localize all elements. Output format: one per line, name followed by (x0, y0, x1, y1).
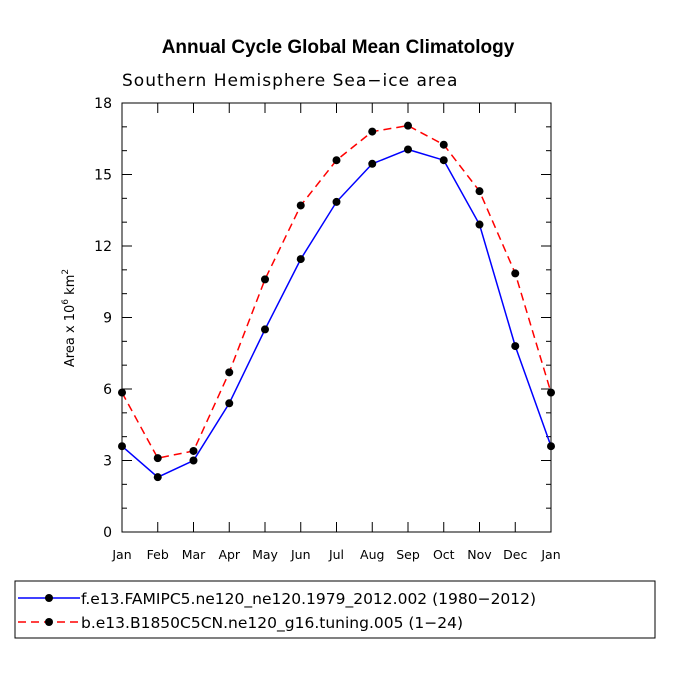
x-tick-label: Sep (396, 547, 420, 562)
series-1-point (475, 220, 484, 229)
chart-subtitle: Southern Hemisphere Sea−ice area (122, 71, 458, 91)
y-tick-label: 12 (94, 239, 112, 255)
series-2-point (153, 454, 162, 463)
series-1-point (225, 399, 234, 408)
y-tick-labels: 0 3 6 9 12 15 18 (94, 96, 112, 541)
series-2-point (439, 140, 448, 149)
x-tick-label: Apr (218, 547, 240, 562)
series-1-point (332, 197, 341, 206)
legend-box (14, 580, 656, 639)
series-1-point (261, 325, 269, 334)
y-tick-label: 6 (103, 382, 112, 398)
series-1-point (189, 456, 198, 465)
series-2-point (225, 368, 234, 377)
x-tick-label: Oct (433, 547, 455, 562)
series-1-point (153, 473, 162, 482)
x-tick-label: Jan (540, 547, 560, 562)
series-2-point (368, 127, 377, 136)
series-1-point (118, 442, 126, 451)
series-line-2 (121, 124, 552, 459)
legend-marker-1 (45, 594, 53, 602)
x-tick-label: May (252, 547, 278, 562)
series-2-point (118, 388, 126, 397)
legend-marker-2 (45, 618, 53, 626)
legend: f.e13.FAMIPC5.ne120_ne120.1979_2012.002 … (18, 590, 536, 633)
y-tick-label: 15 (94, 168, 112, 184)
axis-ticks (121, 102, 552, 533)
legend-label-2: b.e13.B1850C5CN.ne120_g16.tuning.005 (1−… (81, 614, 463, 633)
plot-frame (121, 102, 552, 533)
series-1-point (296, 255, 305, 264)
series-2-point (404, 121, 412, 130)
series-layer (118, 121, 555, 482)
x-tick-label: Jun (290, 547, 311, 562)
series-2-point (511, 269, 520, 278)
y-tick-label: 18 (94, 96, 112, 112)
x-tick-label: Dec (503, 547, 527, 562)
y-tick-label: 9 (103, 311, 112, 327)
series-2-point (332, 156, 341, 165)
series-2-point (261, 275, 269, 284)
y-tick-label: 0 (103, 525, 112, 541)
x-tick-labels: Jan Feb Mar Apr May Jun Jul Aug Sep Oct Nov Dec Jan (111, 547, 560, 562)
series-1-point (547, 442, 555, 451)
y-axis-label: Area x 106 km2 (61, 269, 78, 367)
x-tick-label: Feb (147, 547, 169, 562)
series-1-point (368, 159, 377, 168)
series-2-point (189, 446, 198, 455)
chart-title: Annual Cycle Global Mean Climatology (162, 37, 515, 58)
series-2-point (475, 187, 484, 196)
legend-label-1: f.e13.FAMIPC5.ne120_ne120.1979_2012.002 … (81, 590, 536, 609)
series-2-point (547, 388, 555, 397)
series-1-point (439, 156, 448, 165)
x-tick-label: Aug (360, 547, 384, 562)
x-tick-label: Jan (111, 547, 131, 562)
x-tick-label: Mar (182, 547, 206, 562)
series-1-point (404, 145, 412, 154)
x-tick-label: Nov (467, 547, 492, 562)
series-2-point (296, 201, 305, 210)
y-tick-label: 3 (103, 454, 112, 470)
series-1-point (511, 342, 520, 351)
x-tick-label: Jul (328, 547, 344, 562)
